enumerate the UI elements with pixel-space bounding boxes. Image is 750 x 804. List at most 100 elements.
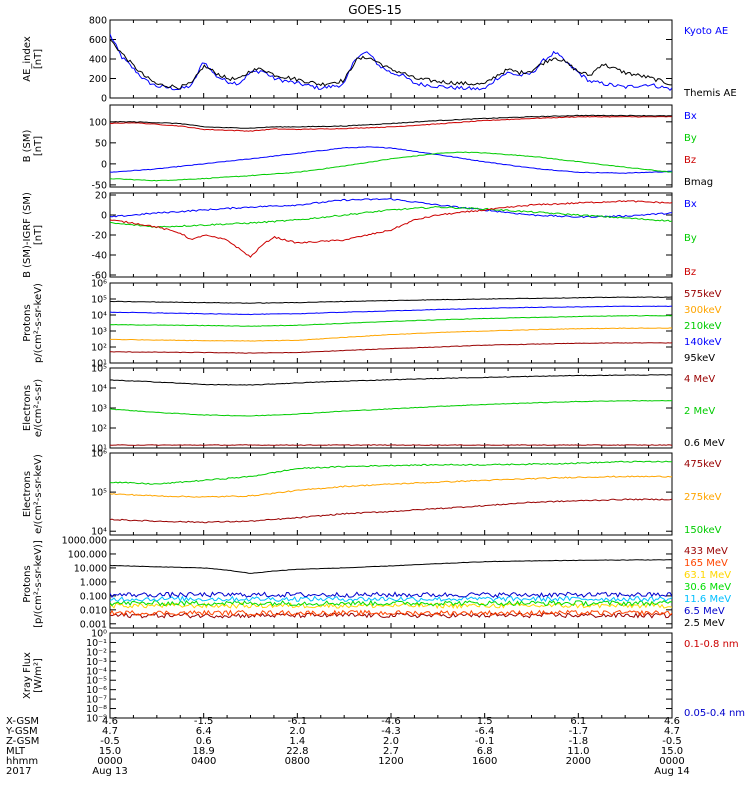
series-line bbox=[110, 314, 672, 327]
panel-frame bbox=[109, 632, 673, 719]
ephemeris-value: -0.5 bbox=[662, 736, 682, 747]
legend-entry: 0.1-0.8 nm bbox=[684, 639, 739, 650]
ephemeris-value: 15.0 bbox=[661, 746, 683, 757]
series-line bbox=[110, 200, 672, 258]
panel-frame bbox=[109, 192, 673, 278]
ephemeris-value: 1600 bbox=[472, 756, 497, 767]
y-tick-label: 20 bbox=[95, 191, 107, 202]
legend-entry: 0.05-0.4 nm bbox=[684, 708, 745, 719]
legend-entry: Themis AE bbox=[683, 88, 737, 99]
y-axis-label: Xray Flux bbox=[22, 652, 33, 699]
y-axis-label: [nT] bbox=[33, 136, 44, 156]
series-line bbox=[110, 33, 672, 92]
y-tick-label: -50 bbox=[91, 180, 107, 191]
y-tick-label: -40 bbox=[91, 251, 107, 262]
ephemeris-value: 1.5 bbox=[477, 716, 493, 727]
legend-entry: 95keV bbox=[684, 353, 715, 364]
legend-entry: Bz bbox=[684, 267, 696, 278]
ephemeris-value: 6.4 bbox=[196, 726, 212, 737]
series-line bbox=[110, 498, 672, 524]
y-axis-label: B (SM) bbox=[22, 129, 33, 162]
legend-entry: 6.5 MeV bbox=[684, 606, 725, 617]
y-tick-label: 10³ bbox=[91, 404, 107, 415]
ephemeris-value: -1.7 bbox=[569, 726, 589, 737]
ephemeris-value: -6.1 bbox=[288, 716, 308, 727]
y-tick-label: 10³ bbox=[91, 327, 107, 338]
series-line bbox=[110, 197, 672, 219]
y-tick-label: 200 bbox=[89, 74, 107, 85]
panel-6: 10⁴ 10⁵ 10⁶ Electrons e/(cm²-s-sr-keV) 475keV… bbox=[22, 449, 722, 538]
ephemeris-value: 15.0 bbox=[99, 746, 121, 757]
legend-entry: 275keV bbox=[684, 492, 722, 503]
y-tick-label: 1000.000 bbox=[62, 536, 107, 547]
y-tick-label: 10⁴ bbox=[91, 527, 107, 538]
y-axis-label: Protons bbox=[22, 565, 33, 602]
y-tick-label: 600 bbox=[89, 35, 107, 46]
ephemeris-row-label: hhmm bbox=[6, 756, 38, 767]
ephemeris-value: 2.7 bbox=[383, 746, 399, 757]
y-tick-label: 10⁻⁴ bbox=[86, 666, 107, 677]
legend-entry: 2 MeV bbox=[684, 406, 715, 417]
y-tick-label: 10¹ bbox=[91, 359, 107, 370]
y-tick-label: 10⁶ bbox=[91, 279, 107, 290]
y-axis-label: Protons bbox=[22, 304, 33, 341]
series-line bbox=[110, 599, 672, 607]
panel-frame bbox=[109, 282, 673, 364]
ephemeris-value: 0800 bbox=[285, 756, 310, 767]
y-tick-label: 0.100 bbox=[80, 591, 107, 602]
ephemeris-value: -0.1 bbox=[475, 736, 495, 747]
legend-entry: 4 MeV bbox=[684, 374, 715, 385]
y-tick-label: 10⁴ bbox=[91, 384, 107, 395]
y-tick-label: 10⁵ bbox=[91, 488, 107, 499]
y-axis-label: e/(cm²-s-sr-keV) bbox=[33, 454, 44, 534]
panel-3: -60 -40 -20 0 20 B (SM)-IGRF (SM) [nT] Bx By Bz bbox=[22, 191, 697, 282]
ephemeris-row-label: Y-GSM bbox=[5, 726, 38, 737]
y-tick-label: 100 bbox=[89, 117, 107, 128]
y-axis-label: [p/(cm²-s-sr-keV)] bbox=[33, 540, 44, 628]
y-axis-label: [nT] bbox=[33, 49, 44, 69]
y-tick-label: 10¹ bbox=[91, 444, 107, 455]
ephemeris-value: 2000 bbox=[566, 756, 591, 767]
ephemeris-value: -1.8 bbox=[569, 736, 589, 747]
y-tick-label: 0 bbox=[101, 211, 107, 222]
y-tick-label: 10⁵ bbox=[91, 295, 107, 306]
panel-5: 10¹ 10² 10³ 10⁴ 10⁵ Electrons e/(cm²-s-sr) 4 Me… bbox=[22, 364, 725, 455]
y-axis-label: p/(cm²-s-sr-keV) bbox=[33, 283, 44, 363]
legend-entry: 63.1 MeV bbox=[684, 570, 731, 581]
ephemeris-value: 1200 bbox=[378, 756, 403, 767]
ephemeris-value: 4.6 bbox=[664, 716, 680, 727]
ephemeris-value: 11.0 bbox=[567, 746, 589, 757]
legend-entry: 433 MeV bbox=[684, 546, 728, 557]
series-line bbox=[110, 559, 672, 574]
y-tick-label: 10² bbox=[91, 343, 107, 354]
y-tick-label: 10⁴ bbox=[91, 311, 107, 322]
series-line bbox=[110, 595, 672, 603]
ephemeris-value: Aug 14 bbox=[654, 766, 689, 777]
y-tick-label: 10.000 bbox=[74, 563, 107, 574]
ephemeris-value: 2.0 bbox=[289, 726, 305, 737]
ephemeris-value: 22.8 bbox=[286, 746, 308, 757]
legend-entry: 575keV bbox=[684, 289, 722, 300]
ephemeris-value: 0000 bbox=[659, 756, 684, 767]
y-tick-label: 0 bbox=[101, 159, 107, 170]
series-line bbox=[110, 460, 672, 485]
ephemeris-row-label: MLT bbox=[6, 746, 26, 757]
ephemeris-value: 4.7 bbox=[102, 726, 118, 737]
y-tick-label: 10⁻⁹ bbox=[86, 714, 107, 725]
legend-entry: 140keV bbox=[684, 337, 722, 348]
y-tick-label: 1.000 bbox=[80, 577, 107, 588]
y-tick-label: 0.010 bbox=[80, 605, 107, 616]
y-tick-label: 10⁻⁶ bbox=[86, 685, 107, 696]
ephemeris-row-label: 2017 bbox=[6, 766, 31, 777]
series-line bbox=[110, 146, 672, 174]
series-line bbox=[110, 151, 672, 182]
y-tick-label: 10² bbox=[91, 424, 107, 435]
legend-entry: 0.6 MeV bbox=[684, 438, 725, 449]
y-axis-label: Electrons bbox=[22, 471, 33, 517]
panel-4: 10¹ 10² 10³ 10⁴ 10⁵ 10⁶ Protons p/(cm²-s-sr-keV… bbox=[22, 279, 722, 370]
ephemeris-value: -0.5 bbox=[100, 736, 120, 747]
ephemeris-value: 6.8 bbox=[477, 746, 493, 757]
series-line bbox=[110, 342, 672, 354]
